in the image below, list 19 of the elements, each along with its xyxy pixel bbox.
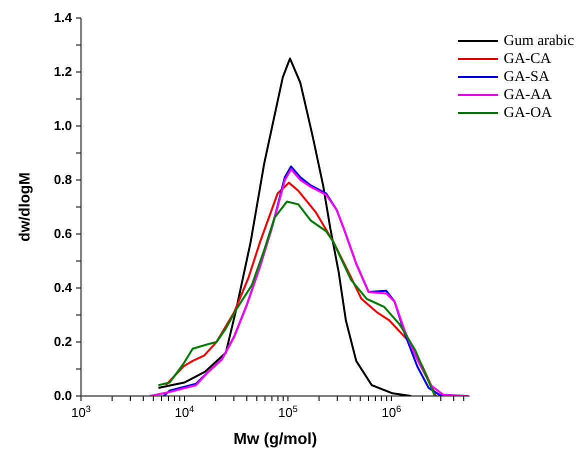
legend-label: Gum arabic xyxy=(504,32,574,50)
legend-label: GA-SA xyxy=(504,68,550,86)
y-tick-label: 0.2 xyxy=(54,334,72,349)
y-tick-label: 1.2 xyxy=(54,64,72,79)
y-tick-label: 1.0 xyxy=(54,118,72,133)
y-tick-label: 0.6 xyxy=(54,226,72,241)
y-tick-label: 1.4 xyxy=(54,10,73,25)
x-axis-title: Mw (g/mol) xyxy=(234,431,318,448)
y-tick-label: 0.0 xyxy=(54,388,72,403)
x-tick-label: 10$^{3}$ xyxy=(71,404,91,420)
legend-label: GA-OA xyxy=(504,104,552,122)
legend-label: GA-AA xyxy=(504,86,552,104)
x-tick-label: 10$^{5}$ xyxy=(278,404,298,420)
x-tick-label: 10$^{6}$ xyxy=(382,404,402,420)
y-tick-label: 0.8 xyxy=(54,172,72,187)
y-axis-title: dw/dlogM xyxy=(16,172,34,242)
legend-label: GA-CA xyxy=(504,50,552,68)
x-tick-label: 10$^{4}$ xyxy=(174,404,194,420)
y-tick-label: 0.4 xyxy=(54,280,73,295)
